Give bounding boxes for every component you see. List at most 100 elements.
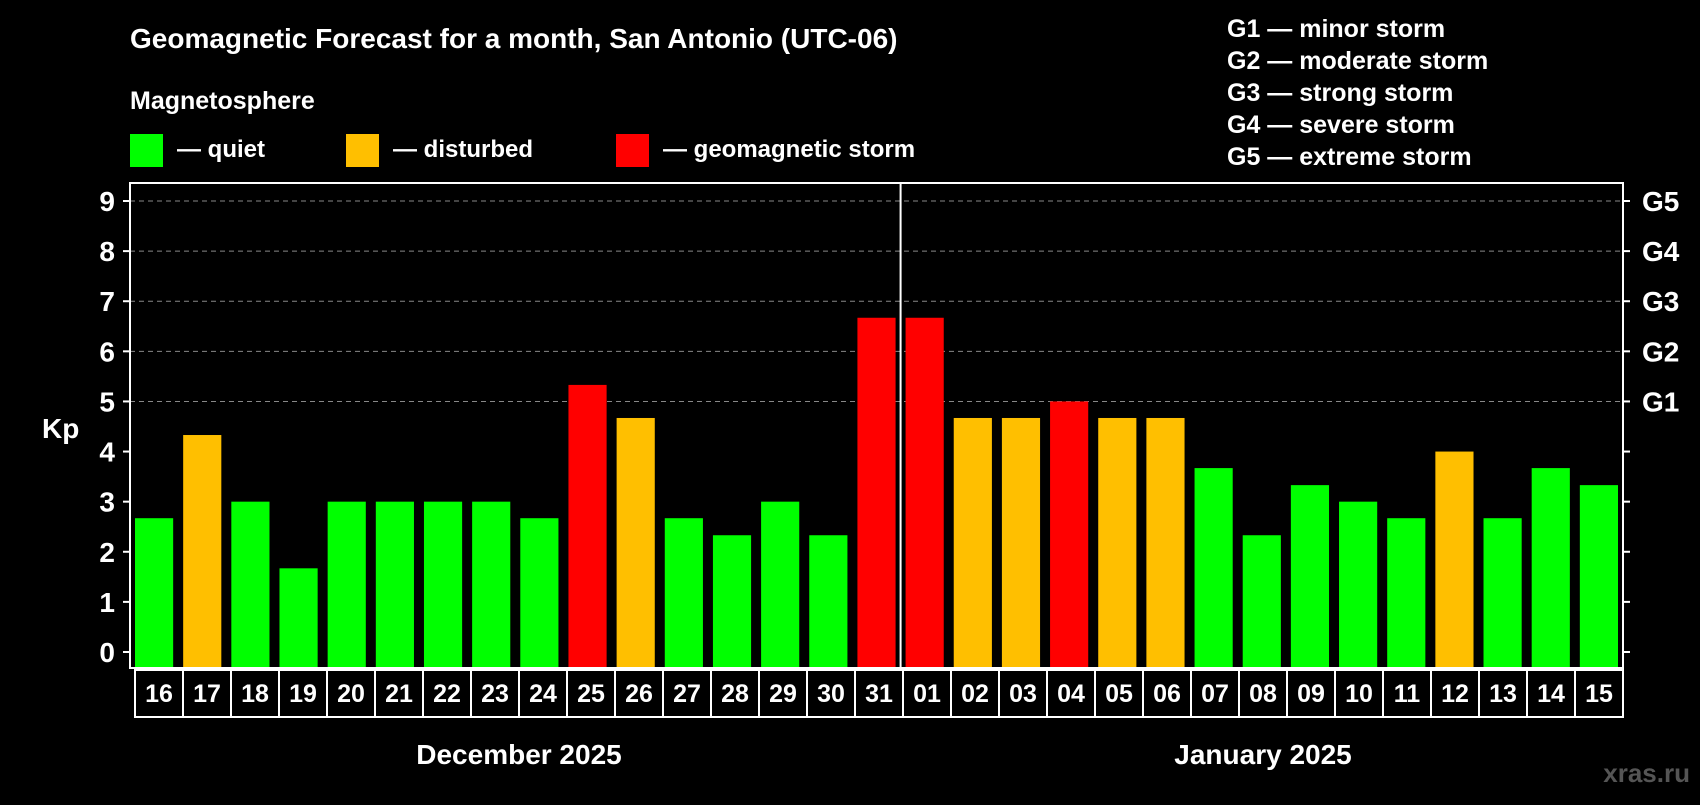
y-tick-label: 1 [99,587,115,618]
right-axis-label-g3: G3 [1642,286,1679,317]
x-tick-label: 09 [1297,680,1325,708]
bar-12 [1435,451,1474,668]
x-tick-label: 30 [817,680,845,708]
storm-scale-g5: G5 — extreme storm [1227,143,1472,171]
storm-scale-list: G1 — minor storm G2 — moderate storm G3 … [1227,15,1488,171]
legend-swatch-storm [616,134,649,167]
bar-20 [327,501,366,668]
legend-label-quiet: — quiet [177,136,265,163]
bar-01 [905,317,944,668]
x-tick-label: 14 [1537,680,1565,708]
bar-11 [1387,518,1426,668]
axes: 0 1 2 3 4 5 6 7 8 9 G1 G2 G3 G4 G5 [99,182,1680,669]
x-tick-label: 19 [289,680,317,708]
x-tick-label: 06 [1153,680,1181,708]
bar-08 [1242,535,1281,668]
x-tick-label: 05 [1105,680,1133,708]
x-tick-label: 23 [481,680,509,708]
chart-title: Geomagnetic Forecast for a month, San An… [130,23,897,54]
bar-28 [712,535,752,668]
x-tick-label: 03 [1009,680,1037,708]
y-tick-label: 6 [99,336,115,367]
legend-label-disturbed: — disturbed [393,136,533,163]
x-tick-label: 08 [1249,680,1277,708]
bar-02 [953,417,992,668]
x-tick-label: 04 [1057,680,1085,708]
bar-31 [857,317,896,668]
x-tick-label: 31 [865,680,893,708]
bar-24 [520,518,559,668]
bar-10 [1339,501,1378,668]
bar-06 [1146,417,1185,668]
y-tick-label: 0 [99,637,115,668]
storm-scale-g2: G2 — moderate storm [1227,47,1488,75]
grid-lines [130,200,1623,402]
x-tick-label: 25 [577,680,605,708]
bar-03 [1001,417,1041,668]
x-tick-label: 29 [769,680,797,708]
bar-17 [183,435,222,668]
bar-21 [375,501,414,668]
bar-04 [1050,401,1089,668]
bar-19 [279,568,318,668]
x-tick-label: 02 [961,680,989,708]
x-tick-label: 27 [673,680,701,708]
bar-26 [616,417,655,668]
x-tick-label: 21 [385,680,413,708]
watermark: xras.ru [1603,758,1690,788]
right-axis-label-g2: G2 [1642,336,1679,367]
x-tick-label: 22 [433,680,461,708]
x-tick-label: 11 [1394,680,1421,708]
bar-29 [761,501,800,668]
storm-scale-g1: G1 — minor storm [1227,15,1445,43]
x-tick-label: 26 [625,680,653,708]
x-axis-labels: 16 17 18 19 20 21 22 23 24 25 26 27 28 29 30 31 01 02 03 04… [134,669,1624,718]
month-label: January 2025 [1174,739,1351,770]
legend-swatch-quiet [130,134,163,167]
storm-scale-g3: G3 — strong storm [1227,79,1453,107]
y-axis-label: Kp [42,413,79,444]
month-labels: December 2025 January 2025 [416,739,1351,770]
x-tick-label: 10 [1345,680,1373,708]
x-tick-label: 17 [193,680,221,708]
bar-30 [809,535,848,668]
x-tick-label: 01 [913,680,941,708]
bar-07 [1194,468,1233,668]
plot-frame [129,182,1624,669]
x-tick-label: 20 [337,680,365,708]
month-label: December 2025 [416,739,621,770]
y-tick-label: 8 [99,236,115,267]
x-tick-label: 15 [1585,680,1613,708]
y-tick-label: 7 [99,286,115,317]
storm-scale-g4: G4 — severe storm [1227,111,1455,139]
bar-14 [1531,468,1570,668]
y-tick-label: 5 [99,386,115,417]
bar-27 [664,518,703,668]
y-tick-label: 9 [99,186,115,217]
x-tick-label: 13 [1489,680,1517,708]
bar-15 [1579,485,1618,668]
legend-label-storm: — geomagnetic storm [663,136,915,163]
x-tick-label: 18 [241,680,269,708]
x-tick-label: 28 [721,680,749,708]
bar-16 [135,518,174,668]
x-tick-label: 12 [1441,680,1469,708]
right-axis-label-g4: G4 [1642,236,1680,267]
right-axis-label-g5: G5 [1642,186,1679,217]
y-tick-label: 3 [99,487,115,518]
right-axis-label-g1: G1 [1642,386,1679,417]
date-label-box [134,669,1624,718]
x-tick-label: 07 [1201,680,1229,708]
bars [135,317,1618,668]
legend-swatch-disturbed [346,134,379,167]
bar-13 [1483,518,1522,668]
y-tick-label: 4 [99,437,115,468]
legend: — quiet — disturbed — geomagnetic storm [130,134,915,167]
bar-22 [423,501,463,668]
y-tick-label: 2 [99,537,115,568]
legend-heading: Magnetosphere [130,87,315,115]
bar-05 [1098,417,1137,668]
x-tick-label: 24 [529,680,557,708]
bar-23 [472,501,511,668]
